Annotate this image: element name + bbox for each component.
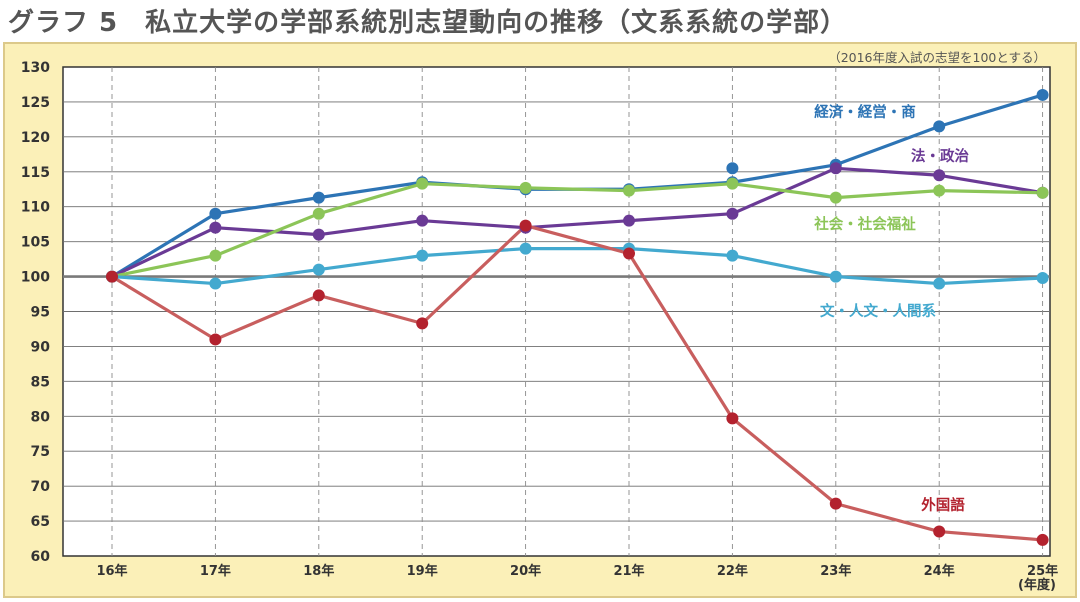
data-point	[519, 219, 532, 232]
series-label: 文・人文・人間系	[820, 302, 936, 320]
data-point	[933, 277, 946, 290]
x-tick-label: 24年	[924, 563, 955, 579]
series-label: 経済・経営・商	[814, 103, 916, 121]
data-point	[416, 214, 429, 227]
x-tick-label: 25年	[1027, 563, 1058, 579]
data-point	[312, 289, 325, 302]
x-tick-label: 22年	[717, 563, 748, 579]
data-point	[726, 249, 739, 262]
x-tick-label: 18年	[303, 563, 334, 579]
y-tick-label: 80	[31, 409, 51, 425]
data-point	[726, 207, 739, 220]
data-point	[623, 184, 635, 197]
y-tick-label: 130	[21, 60, 50, 76]
data-point	[1036, 88, 1049, 101]
data-point	[726, 177, 739, 190]
data-point	[1036, 533, 1049, 546]
data-point	[829, 270, 842, 283]
series-label: 社会・社会福祉	[813, 215, 916, 233]
x-axis-ticks: 16年 17年 18年 19年 20年 21年 22年 23年 24年 25年	[96, 563, 1058, 579]
y-tick-label: 90	[31, 339, 51, 355]
data-point	[933, 120, 946, 133]
data-point	[209, 333, 222, 346]
x-tick-label: 23年	[820, 563, 851, 579]
data-point	[726, 162, 739, 175]
data-point	[623, 247, 635, 260]
x-tick-label: 20年	[510, 563, 541, 579]
series-line-4	[110, 223, 1045, 542]
data-point	[416, 317, 429, 330]
series-line-1	[110, 166, 1045, 279]
y-tick-label: 70	[31, 479, 51, 495]
series-line-3	[110, 247, 1045, 286]
data-point	[312, 207, 325, 220]
series-line-2	[110, 182, 1045, 279]
data-point	[933, 525, 946, 538]
y-tick-label: 65	[31, 514, 50, 530]
data-point	[312, 263, 325, 276]
data-point	[416, 249, 429, 262]
data-point	[623, 214, 635, 227]
series-label: 外国語	[921, 496, 965, 514]
y-tick-label: 105	[21, 235, 50, 251]
y-tick-label: 75	[31, 444, 50, 460]
data-point	[416, 177, 429, 190]
data-point	[209, 249, 222, 262]
data-point	[829, 497, 842, 510]
data-point	[312, 228, 325, 241]
data-point	[829, 191, 842, 204]
y-tick-label: 110	[21, 200, 50, 216]
data-point	[209, 277, 222, 290]
y-tick-label: 95	[31, 305, 50, 321]
y-tick-label: 100	[21, 270, 50, 286]
data-point	[726, 412, 739, 425]
chart-title: グラフ 5 私立大学の学部系統別志望動向の推移（文系系統の学部）	[8, 8, 848, 38]
x-tick-label: 17年	[200, 563, 231, 579]
x-tick-label: 19年	[407, 563, 438, 579]
vertical-gridlines	[111, 67, 1044, 556]
data-point	[519, 242, 532, 255]
data-point	[1036, 186, 1049, 199]
data-point	[933, 169, 946, 182]
x-tick-label: 21年	[613, 563, 644, 579]
y-tick-label: 120	[21, 130, 50, 146]
data-point	[209, 221, 222, 234]
x-tick-label: 16年	[96, 563, 127, 579]
y-tick-label: 115	[21, 165, 50, 181]
base-year-note: （2016年度入試の志望を100とする）	[828, 50, 1046, 65]
data-point	[933, 184, 946, 197]
y-tick-label: 85	[31, 374, 50, 390]
data-point	[209, 207, 222, 220]
x-axis-unit: (年度)	[1018, 577, 1056, 593]
data-point	[106, 270, 118, 283]
data-point	[312, 191, 325, 204]
y-axis-ticks: 60 65 70 75 80 85 90 95 100 105 110 115 120 125 130	[21, 60, 50, 565]
data-point	[519, 181, 532, 194]
data-point	[1036, 271, 1049, 284]
data-point	[829, 162, 842, 175]
y-tick-label: 125	[21, 95, 50, 111]
series-lines	[110, 93, 1045, 542]
y-tick-label: 60	[31, 549, 51, 565]
series-label: 法・政治	[911, 147, 969, 165]
series-markers	[106, 88, 1049, 546]
horizontal-gridlines	[63, 101, 1050, 522]
